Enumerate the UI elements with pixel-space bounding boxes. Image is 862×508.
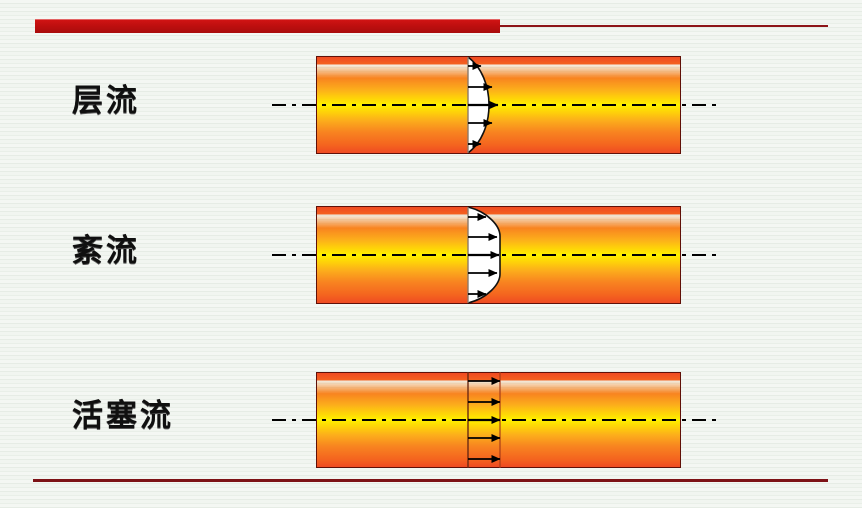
velocity-profile-turbulent <box>467 206 501 304</box>
bottom-accent-rule <box>33 479 828 482</box>
flow-label-plug: 活塞流 <box>72 398 174 434</box>
top-accent-bar <box>35 19 500 33</box>
velocity-profile-laminar <box>467 56 499 154</box>
velocity-profile-plug <box>467 372 501 468</box>
flow-label-turbulent: 紊流 <box>72 233 140 269</box>
flow-label-laminar: 层流 <box>72 83 140 119</box>
